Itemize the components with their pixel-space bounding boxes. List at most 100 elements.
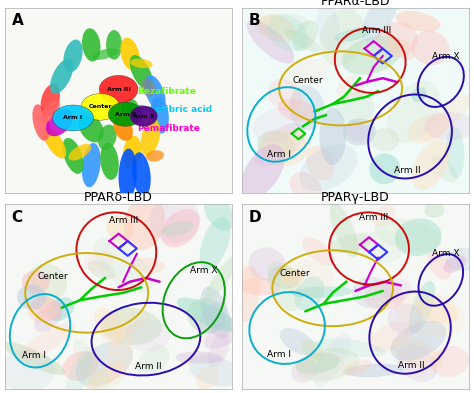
Ellipse shape [46,109,73,136]
Ellipse shape [281,58,329,86]
Ellipse shape [263,129,309,167]
Ellipse shape [199,302,228,333]
Ellipse shape [375,218,442,252]
Text: Arm III: Arm III [363,26,392,35]
Ellipse shape [424,112,474,140]
Ellipse shape [411,87,426,102]
Text: Center: Center [280,269,310,278]
Ellipse shape [63,138,83,174]
Ellipse shape [40,100,60,123]
Ellipse shape [50,59,73,94]
Ellipse shape [145,75,165,111]
Ellipse shape [282,260,334,296]
Ellipse shape [329,233,373,253]
Ellipse shape [345,121,369,142]
Text: Bezafibrate: Bezafibrate [137,86,196,95]
Ellipse shape [420,94,473,141]
Ellipse shape [253,108,297,142]
Ellipse shape [301,340,324,359]
Text: Arm III: Arm III [109,216,138,225]
Ellipse shape [132,152,151,196]
Ellipse shape [99,75,138,103]
Ellipse shape [302,237,335,266]
Ellipse shape [64,350,91,393]
Ellipse shape [79,114,104,142]
Ellipse shape [278,99,316,122]
Text: Center: Center [292,75,323,84]
Ellipse shape [313,333,352,386]
Ellipse shape [113,116,133,141]
Ellipse shape [34,300,64,332]
Ellipse shape [107,215,134,242]
Ellipse shape [362,0,398,42]
Ellipse shape [118,149,137,200]
Ellipse shape [280,328,316,355]
Ellipse shape [387,303,424,335]
Ellipse shape [299,145,357,191]
Ellipse shape [92,48,118,60]
Ellipse shape [176,351,223,364]
Ellipse shape [130,55,153,90]
Ellipse shape [100,143,119,180]
Ellipse shape [446,127,465,178]
Ellipse shape [146,150,164,162]
Ellipse shape [69,144,91,160]
Ellipse shape [64,40,82,72]
Ellipse shape [87,260,116,279]
Ellipse shape [187,298,226,334]
Ellipse shape [0,350,55,391]
Ellipse shape [82,28,100,61]
Ellipse shape [106,30,122,60]
Text: Arm II: Arm II [394,166,421,175]
Ellipse shape [407,114,449,143]
Text: Center: Center [89,105,112,109]
Ellipse shape [47,297,74,321]
Ellipse shape [336,92,375,124]
Ellipse shape [446,248,474,271]
Ellipse shape [269,266,301,289]
Ellipse shape [161,209,200,248]
Ellipse shape [293,20,318,51]
Ellipse shape [240,278,281,296]
Ellipse shape [82,143,100,187]
Ellipse shape [396,344,437,382]
Ellipse shape [268,15,308,51]
Text: A: A [11,13,23,28]
Text: Arm III: Arm III [359,213,388,222]
Ellipse shape [296,348,360,381]
Ellipse shape [383,278,411,303]
Ellipse shape [204,317,248,349]
Text: C: C [11,209,23,224]
Ellipse shape [32,104,50,141]
Ellipse shape [369,153,400,184]
Text: Arm II: Arm II [135,362,162,371]
Text: Arm X: Arm X [432,52,459,61]
Ellipse shape [428,251,452,279]
Text: D: D [248,209,261,224]
Ellipse shape [391,321,446,361]
Ellipse shape [125,319,171,351]
Ellipse shape [161,221,193,237]
Ellipse shape [296,353,340,374]
Ellipse shape [267,79,302,111]
Text: Pemafibrate: Pemafibrate [137,124,200,133]
Ellipse shape [137,345,170,376]
Ellipse shape [124,195,165,250]
Ellipse shape [93,238,153,293]
Ellipse shape [432,155,457,182]
Ellipse shape [409,281,435,334]
Ellipse shape [431,346,469,377]
Ellipse shape [424,202,444,218]
Ellipse shape [257,130,295,160]
Ellipse shape [234,266,260,322]
Ellipse shape [387,37,415,60]
Ellipse shape [121,99,139,121]
Ellipse shape [342,36,402,75]
Ellipse shape [20,322,75,360]
Ellipse shape [94,308,125,345]
Ellipse shape [267,261,301,311]
Text: Arm II: Arm II [115,112,136,117]
Ellipse shape [343,118,376,145]
Ellipse shape [196,366,218,389]
Ellipse shape [33,296,62,320]
